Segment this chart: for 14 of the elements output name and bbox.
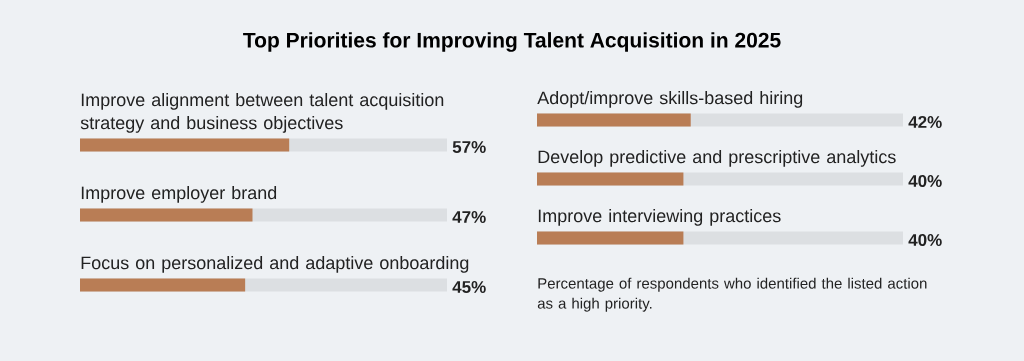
data-label: 40% — [908, 174, 942, 188]
data-label: 45% — [452, 281, 486, 293]
y-tick-label: Develop predictive and prescriptive analytics — [538, 150, 896, 167]
text: Top Priorities for Improving Talent Acquisition in 2025 — [243, 32, 781, 52]
y-tick-label: Focus on personalized and adaptive onboarding — [81, 256, 469, 273]
data-label: 40% — [908, 233, 942, 247]
data-label: 42% — [908, 115, 942, 128]
y-tick-label: Adopt/improve skills-based hiring — [537, 91, 803, 108]
y-tick-label: Improve employer brand — [81, 186, 277, 203]
text: Percentage of respondents who identified the listed action as a high priority. — [537, 277, 927, 312]
data-label: 47% — [452, 211, 486, 223]
y-tick-label: Improve interviewing practices — [538, 209, 781, 226]
data-label: 57% — [452, 141, 486, 153]
y-tick-label: Improve alignment between talent acquisition strategy and business objectives — [80, 93, 444, 133]
